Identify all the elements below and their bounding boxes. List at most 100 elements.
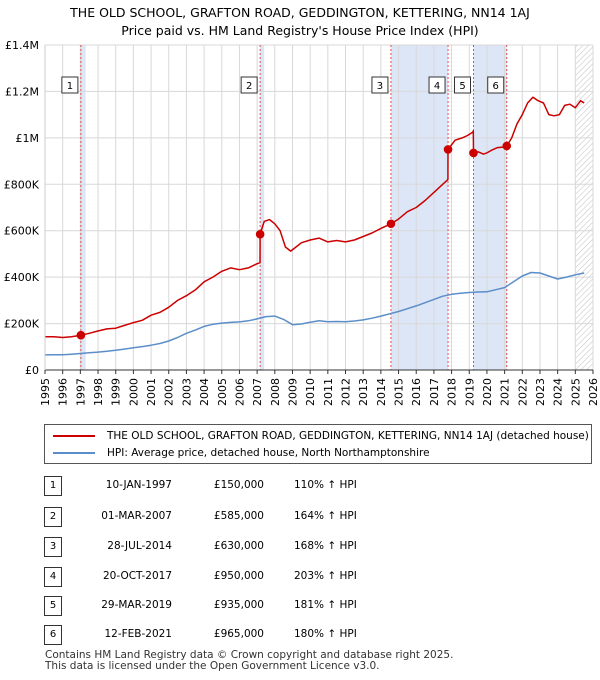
x-tick-label-2016: 2016 [410,378,423,406]
marker-badge-4 [428,76,446,94]
x-tick-label-2014: 2014 [375,378,388,406]
row-price: £585,000 [213,510,264,522]
row-number-badge: 1 [44,476,62,496]
title-line-1: THE OLD SCHOOL, GRAFTON ROAD, GEDDINGTON… [70,5,530,20]
y-tick-label-600000: £600K [4,225,40,238]
x-tick-label-2013: 2013 [357,378,370,406]
row-number-badge: 3 [44,537,62,557]
shaded-period-2 [260,45,265,370]
marker-badge-label-5: 5 [459,81,465,92]
table-row: 4 20-OCT-2017 £950,000 203% ↑ HPI [44,567,584,587]
sale-point-6 [502,141,512,151]
row-hpi: 164% ↑ HPI [294,510,357,522]
row-price: £935,000 [213,599,264,611]
legend-item-price: THE OLD SCHOOL, GRAFTON ROAD, GEDDINGTON… [53,428,589,444]
x-tick-label-2012: 2012 [340,378,353,406]
x-tick-label-2015: 2015 [393,378,406,406]
y-tick-label-800000: £800K [4,178,40,191]
x-tick-label-1998: 1998 [92,378,105,406]
legend-item-hpi: HPI: Average price, detached house, Nort… [53,445,430,461]
row-hpi: 168% ↑ HPI [294,540,357,552]
x-tick-label-2004: 2004 [198,378,211,406]
marker-badge-label-4: 4 [434,81,440,92]
row-price: £950,000 [213,570,264,582]
row-date: 29-MAR-2019 [101,599,172,611]
legend-swatch-price [53,435,95,437]
table-row: 2 01-MAR-2007 £585,000 164% ↑ HPI [44,507,584,527]
row-hpi: 203% ↑ HPI [294,570,357,582]
row-date: 01-MAR-2007 [101,510,172,522]
marker-badge-label-2: 2 [246,81,252,92]
x-tick-label-1996: 1996 [57,378,70,406]
x-tick-label-2022: 2022 [516,378,529,406]
x-tick-label-2019: 2019 [463,378,476,406]
marker-badge-label-1: 1 [67,81,73,92]
table-row: 3 28-JUL-2014 £630,000 168% ↑ HPI [44,537,584,557]
x-tick-label-2020: 2020 [481,378,494,406]
row-number-badge: 5 [44,596,62,616]
y-tick-label-0: £0 [25,364,39,377]
x-tick-label-2003: 2003 [180,378,193,406]
chart-title: THE OLD SCHOOL, GRAFTON ROAD, GEDDINGTON… [0,4,600,40]
footer-line-2: This data is licensed under the Open Gov… [45,660,380,672]
shaded-period-3 [390,45,449,370]
hpi-line [44,271,585,356]
footer-attribution: Contains HM Land Registry data © Crown c… [45,650,453,672]
row-number-badge: 4 [44,567,62,587]
shaded-period-4 [473,45,507,370]
x-tick-label-2023: 2023 [534,378,547,406]
row-price: £150,000 [213,479,264,491]
footer-line-1: Contains HM Land Registry data © Crown c… [45,649,454,661]
y-tick-label-1200000: £1.2M [5,85,39,98]
sale-point-5 [469,148,478,158]
x-tick-label-2025: 2025 [569,378,582,406]
marker-badge-5 [454,76,472,94]
x-tick-label-2007: 2007 [251,378,264,406]
row-hpi: 110% ↑ HPI [294,479,357,491]
price-paid-line [45,96,585,339]
x-tick-label-2001: 2001 [145,378,158,406]
x-tick-label-2006: 2006 [233,378,246,406]
shaded-period-1 [80,45,86,370]
marker-badge-label-3: 3 [377,81,383,92]
title-line-2: Price paid vs. HM Land Registry's House … [121,23,479,38]
row-date: 20-OCT-2017 [103,570,172,582]
row-price: £965,000 [213,628,264,640]
sale-point-1 [76,330,86,340]
legend-swatch-hpi [53,452,95,454]
row-price: £630,000 [213,540,264,552]
marker-badge-2 [240,76,258,94]
y-tick-label-200000: £200K [4,318,40,331]
x-tick-label-2008: 2008 [269,378,282,406]
x-tick-label-2010: 2010 [304,378,317,406]
sale-point-4 [443,145,453,154]
table-row: 5 29-MAR-2019 £935,000 181% ↑ HPI [44,596,584,616]
table-row: 1 10-JAN-1997 £150,000 110% ↑ HPI [44,476,584,496]
x-tick-label-2021: 2021 [499,378,512,406]
x-tick-label-2017: 2017 [428,378,441,406]
x-tick-label-2011: 2011 [322,378,335,406]
x-tick-label-2018: 2018 [446,378,459,406]
forecast-hatch-region [575,45,593,370]
y-tick-label-400000: £400K [4,271,40,284]
sale-point-3 [386,219,396,229]
marker-badge-3 [371,76,389,94]
y-tick-label-1000000: £1M [16,132,40,145]
marker-badge-1 [61,76,79,94]
y-tick-label-1400000: £1.4M [5,39,39,52]
x-tick-label-1995: 1995 [39,378,52,406]
x-tick-label-2024: 2024 [552,378,565,406]
row-date: 10-JAN-1997 [105,479,172,491]
row-date: 12-FEB-2021 [104,628,172,640]
legend-label-price: THE OLD SCHOOL, GRAFTON ROAD, GEDDINGTON… [107,430,589,442]
sale-point-2 [255,229,265,239]
marker-badge-6 [487,76,505,94]
x-tick-label-2005: 2005 [216,378,229,406]
row-number-badge: 2 [44,507,62,527]
x-tick-label-2000: 2000 [127,378,140,406]
x-tick-label-2009: 2009 [286,378,299,406]
price-chart: 1995 1996 1997 1998 1999 2000 2001 2002 2003 2004… [4,39,600,406]
marker-badge-label-6: 6 [493,81,499,92]
x-tick-label-2002: 2002 [163,378,176,406]
x-tick-label-1997: 1997 [74,378,87,406]
